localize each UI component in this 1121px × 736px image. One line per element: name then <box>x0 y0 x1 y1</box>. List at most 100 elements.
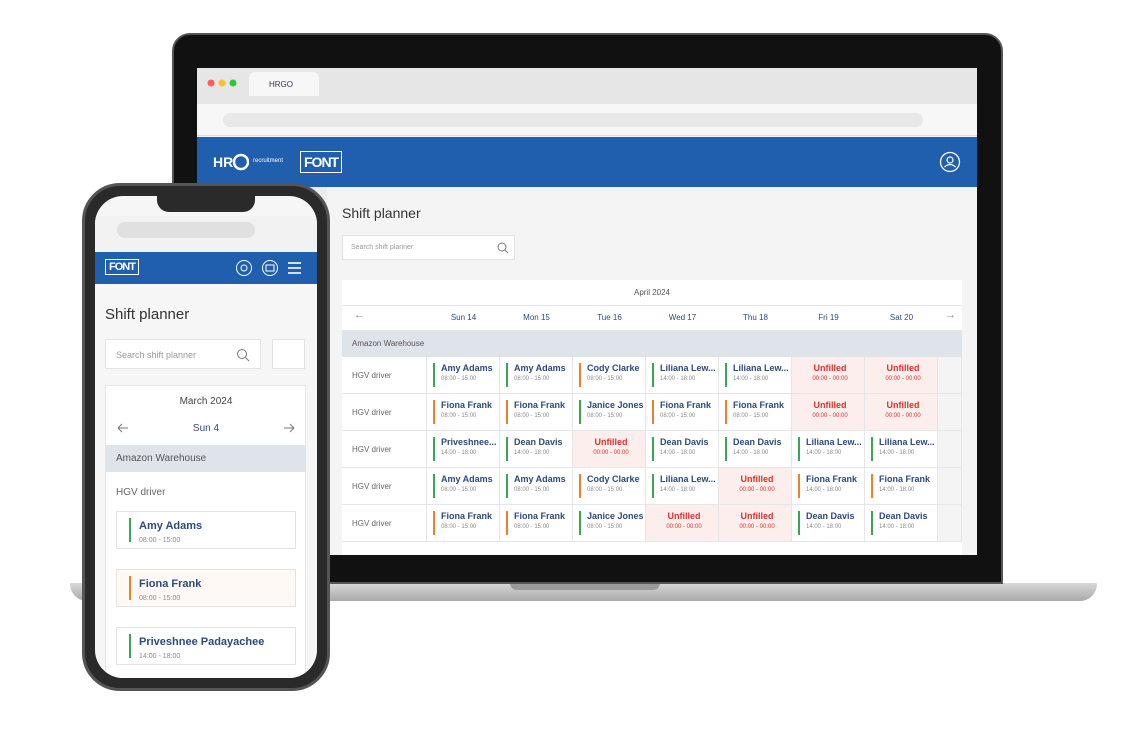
row-end <box>938 394 962 431</box>
shift[interactable]: Dean Davis 14:00 - 18:00 <box>725 437 787 461</box>
shift-time: 14:00 - 18:00 <box>806 524 842 530</box>
shift-name: Fiona Frank <box>514 511 566 521</box>
shift-name: Unfilled <box>886 363 920 373</box>
shift[interactable]: Dean Davis 14:00 - 18:00 <box>871 511 933 535</box>
shift[interactable]: Janice Jones 08:00 - 15:00 <box>579 400 644 424</box>
shift-time: 00:00 - 00:00 <box>885 413 921 419</box>
shift[interactable]: Amy Adams 08:00 - 15:00 <box>433 363 495 387</box>
shift-name: Amy Adams <box>441 474 493 484</box>
shift-name: Amy Adams <box>139 520 203 532</box>
shift[interactable]: Fiona Frank 08:00 - 15:00 <box>652 400 714 424</box>
phone-month: March 2024 <box>179 396 233 407</box>
shift[interactable]: Unfilled 00:00 - 00:00 <box>652 511 714 535</box>
day-header: Wed 17 <box>668 313 697 322</box>
shift-cell: Fiona Frank 08:00 - 15:00 <box>646 394 719 431</box>
role-cell: HGV driver <box>342 394 427 431</box>
url-field[interactable] <box>223 113 923 127</box>
shift-time: 14:00 - 18:00 <box>733 450 769 456</box>
day-header: Mon 15 <box>523 313 550 322</box>
phone-url-field[interactable] <box>117 222 255 238</box>
svg-text:HR: HR <box>213 154 233 170</box>
laptop-notch <box>510 583 660 590</box>
shift[interactable]: Unfilled 00:00 - 00:00 <box>871 363 933 387</box>
phone-header-icons[interactable] <box>235 259 307 277</box>
shift[interactable]: Fiona Frank 08:00 - 15:00 <box>433 511 495 535</box>
shift-name: Dean Davis <box>660 437 709 447</box>
shift-time: 08:00 - 15:00 <box>514 487 550 493</box>
next-week[interactable]: → <box>945 309 956 321</box>
shift-cell: Dean Davis 14:00 - 18:00 <box>646 431 719 468</box>
shift[interactable]: Unfilled 00:00 - 00:00 <box>798 363 860 387</box>
shift[interactable]: Liliana Lew... 14:00 - 18:00 <box>798 437 862 461</box>
account-icon[interactable] <box>939 151 961 173</box>
shift-cell: Amy Adams 08:00 - 15:00 <box>500 357 573 394</box>
shift-time: 00:00 - 00:00 <box>885 376 921 382</box>
shift-cell: Dean Davis 14:00 - 18:00 <box>500 431 573 468</box>
shift-time: 08:00 - 15:00 <box>441 487 477 493</box>
tab[interactable]: HRGO <box>249 72 319 96</box>
role-cell: HGV driver <box>342 431 427 468</box>
phone-shift-card[interactable]: Priveshnee Padayachee 14:00 - 18:00 <box>116 627 296 665</box>
shift[interactable]: Priveshnee... 14:00 - 18:00 <box>433 437 497 461</box>
filter-button[interactable] <box>272 339 305 369</box>
shift[interactable]: Dean Davis 14:00 - 18:00 <box>506 437 568 461</box>
shift[interactable]: Fiona Frank 08:00 - 15:00 <box>506 511 568 535</box>
shift-name: Dean Davis <box>879 511 928 521</box>
shift[interactable]: Liliana Lew... 14:00 - 18:00 <box>652 474 716 498</box>
shift[interactable]: Amy Adams 08:00 - 15:00 <box>506 474 568 498</box>
phone-calendar: March 2024 Sun 4 Amazon Warehouse HGV dr… <box>105 385 306 678</box>
phone-search-box[interactable]: Search shift planner <box>105 339 261 369</box>
shift-name: Unfilled <box>740 474 774 484</box>
shift-cell: Janice Jones 08:00 - 15:00 <box>573 505 646 542</box>
shift[interactable]: Unfilled 00:00 - 00:00 <box>579 437 641 461</box>
shift[interactable]: Dean Davis 14:00 - 18:00 <box>652 437 714 461</box>
search-icon <box>497 242 509 254</box>
shift[interactable]: Janice Jones 08:00 - 15:00 <box>579 511 644 535</box>
shift-bar <box>129 634 131 658</box>
shift[interactable]: Unfilled 00:00 - 00:00 <box>725 511 787 535</box>
font-logo: FONT <box>300 151 343 173</box>
phone-day-nav[interactable] <box>116 422 296 434</box>
shift[interactable]: Unfilled 00:00 - 00:00 <box>798 400 860 424</box>
shift[interactable]: Unfilled 00:00 - 00:00 <box>725 474 787 498</box>
shift-name: Dean Davis <box>733 437 782 447</box>
shift[interactable]: Liliana Lew... 14:00 - 18:00 <box>871 437 935 461</box>
window-controls[interactable] <box>207 78 247 88</box>
shift-name: Fiona Frank <box>441 400 493 410</box>
phone-shift-card[interactable]: Fiona Frank 08:00 - 15:00 <box>116 569 296 607</box>
shift[interactable]: Fiona Frank 08:00 - 15:00 <box>725 400 787 424</box>
role-cell: HGV driver <box>342 505 427 542</box>
shift[interactable]: Unfilled 00:00 - 00:00 <box>871 400 933 424</box>
shift[interactable]: Dean Davis 14:00 - 18:00 <box>798 511 860 535</box>
shift-time: 08:00 - 15:00 <box>441 413 477 419</box>
shift[interactable]: Fiona Frank 08:00 - 15:00 <box>506 400 568 424</box>
shift-time: 00:00 - 00:00 <box>812 413 848 419</box>
shift[interactable]: Amy Adams 08:00 - 15:00 <box>433 474 495 498</box>
shift-time: 14:00 - 18:00 <box>660 450 696 456</box>
shift[interactable]: Cody Clarke 08:00 - 15:00 <box>579 363 641 387</box>
shift-name: Fiona Frank <box>514 400 566 410</box>
row-end <box>938 431 962 468</box>
phone-search-placeholder: Search shift planner <box>116 350 197 360</box>
shift[interactable]: Amy Adams 08:00 - 15:00 <box>506 363 568 387</box>
shift-cell: Unfilled 00:00 - 00:00 <box>865 394 938 431</box>
shift-cell: Liliana Lew... 14:00 - 18:00 <box>646 357 719 394</box>
shift-cell: Liliana Lew... 14:00 - 18:00 <box>865 431 938 468</box>
shift-cell: Janice Jones 08:00 - 15:00 <box>573 394 646 431</box>
shift[interactable]: Liliana Lew... 14:00 - 18:00 <box>652 363 716 387</box>
shift[interactable]: Cody Clarke 08:00 - 15:00 <box>579 474 641 498</box>
shift[interactable]: Fiona Frank 14:00 - 18:00 <box>871 474 933 498</box>
shift[interactable]: Fiona Frank 08:00 - 15:00 <box>433 400 495 424</box>
phone-shift-card[interactable]: Amy Adams 08:00 - 15:00 <box>116 511 296 549</box>
search-box[interactable]: Search shift planner <box>342 235 515 260</box>
shift-time: 14:00 - 18:00 <box>879 487 915 493</box>
shift-time: 08:00 - 15:00 <box>587 413 623 419</box>
shift[interactable]: Fiona Frank 14:00 - 18:00 <box>798 474 860 498</box>
shift[interactable]: Liliana Lew... 14:00 - 18:00 <box>725 363 789 387</box>
shift-cell: Fiona Frank 08:00 - 15:00 <box>500 394 573 431</box>
shift-name: Liliana Lew... <box>879 437 935 447</box>
group-label: Amazon Warehouse <box>352 339 425 348</box>
shift-name: Dean Davis <box>806 511 855 521</box>
prev-week[interactable]: ← <box>354 309 365 321</box>
